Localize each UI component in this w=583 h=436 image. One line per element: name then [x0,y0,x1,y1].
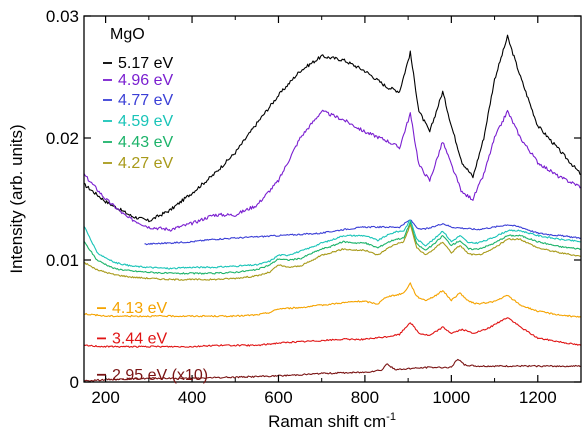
series-line-6 [83,224,582,281]
plot-frame [83,15,582,383]
legend: 5.17 eV4.96 eV 4.77 eV 4.59 eV 4.43 eV 4.27 … [97,55,208,384]
y-tick-label: 0.02 [46,129,79,148]
y-axis: 0 0.01 0.02 0.03 [46,7,581,392]
y-axis-title: Intensity (arb. units) [7,124,26,273]
series-line-7 [83,282,582,318]
x-tick-label: 400 [178,388,206,407]
legend-label-3: 4.77 eV [118,92,173,109]
y-tick-label: 0.03 [46,7,79,26]
legend-label-4: 4.59 eV [118,113,173,130]
series-line-4 [83,219,582,270]
series-layer [83,34,582,382]
legend-label-9: 2.95 eV (x10) [112,367,208,384]
x-tick-label: 1200 [519,388,557,407]
legend-label-6: 4.27 eV [118,155,173,172]
x-axis-title: Raman shift cm-1 [268,411,396,431]
legend-label-7: 4.13 eV [112,300,167,317]
legend-label-1: 5.17 eV [118,55,173,72]
x-tick-label: 200 [91,388,119,407]
series-line-2 [83,109,582,232]
series-line-5 [83,221,582,275]
series-line-8 [83,317,582,348]
y-tick-label: 0.01 [46,251,79,270]
series-line-1 [83,34,582,223]
legend-label-5: 4.43 eV [118,134,173,151]
x-axis: 200 400 600 800 1000 1200 [91,16,582,407]
series-line-3 [144,219,582,246]
legend-heading: MgO [110,26,145,43]
x-axis-title-superscript: -1 [386,411,396,423]
x-tick-label: 600 [264,388,292,407]
x-tick-label: 800 [351,388,379,407]
x-tick-label: 1000 [432,388,470,407]
series-line-9 [83,358,582,382]
legend-label-8: 3.44 eV [112,330,167,347]
legend-label-2: 4.96 eV [118,72,173,89]
y-tick-label: 0 [70,373,79,392]
